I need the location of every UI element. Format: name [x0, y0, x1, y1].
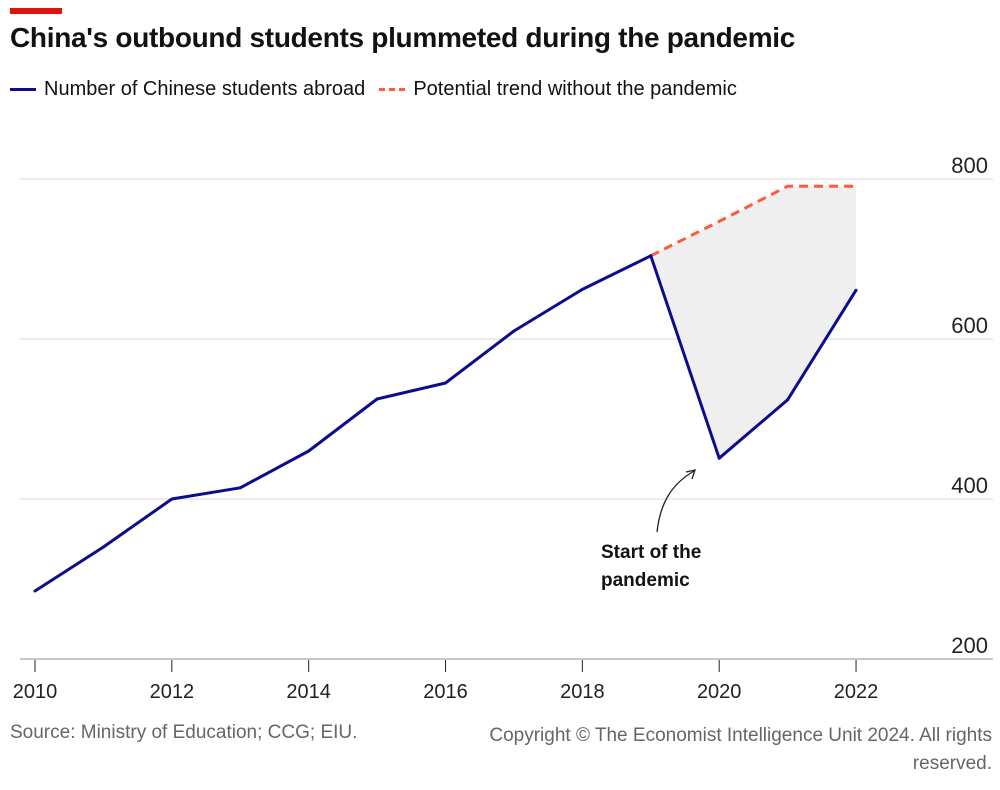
data-point: [101, 545, 105, 549]
legend-swatch-dashed: [379, 88, 406, 91]
annotation-text: Start of the: [601, 542, 701, 563]
chart-plot: 200 400 600 800 2010 2012 2014 2016 2018 2020 2022…: [13, 153, 993, 703]
data-point: [649, 254, 653, 258]
x-tick-label: 2012: [150, 681, 195, 703]
data-point: [307, 449, 311, 453]
annotation-arrow: [656, 470, 695, 533]
annotation-text: pandemic: [601, 570, 690, 591]
y-tick-label: 400: [951, 473, 988, 498]
data-point: [854, 288, 858, 292]
y-tick-label: 800: [951, 153, 988, 178]
trend-line: [650, 184, 857, 258]
x-tick-label: 2022: [834, 681, 879, 703]
data-point: [512, 329, 516, 333]
x-tick-label: 2020: [697, 681, 742, 703]
legend-item-trend: Potential trend without the pandemic: [379, 78, 737, 101]
data-point: [238, 486, 242, 490]
gap-shading: [650, 186, 857, 459]
chart-title: China's outbound students plummeted duri…: [10, 22, 796, 53]
x-tick-label: 2018: [560, 681, 605, 703]
legend-swatch-solid: [10, 88, 36, 91]
arrow-head-icon: [685, 469, 696, 480]
legend-label: Number of Chinese students abroad: [44, 78, 366, 100]
legend-label: Potential trend without the pandemic: [413, 78, 737, 100]
data-point: [33, 589, 37, 593]
legend-item-actual: Number of Chinese students abroad: [10, 78, 365, 101]
source-note: Source: Ministry of Education; CCG; EIU.: [10, 722, 358, 743]
x-tick-label: 2010: [13, 681, 58, 703]
brand-red-bar: [10, 8, 62, 14]
copyright-note: Copyright © The Economist Intelligence U…: [489, 725, 992, 774]
data-point: [170, 497, 174, 501]
data-point: [786, 398, 790, 402]
y-tick-label: 600: [951, 313, 988, 338]
x-tick-label: 2016: [423, 681, 468, 703]
data-point: [375, 397, 379, 401]
y-tick-label: 200: [951, 633, 988, 658]
data-point: [444, 381, 448, 385]
legend: Number of Chinese students abroad Potent…: [10, 78, 737, 101]
data-point: [580, 287, 584, 291]
x-tick-label: 2014: [286, 681, 331, 703]
data-point: [717, 456, 721, 460]
